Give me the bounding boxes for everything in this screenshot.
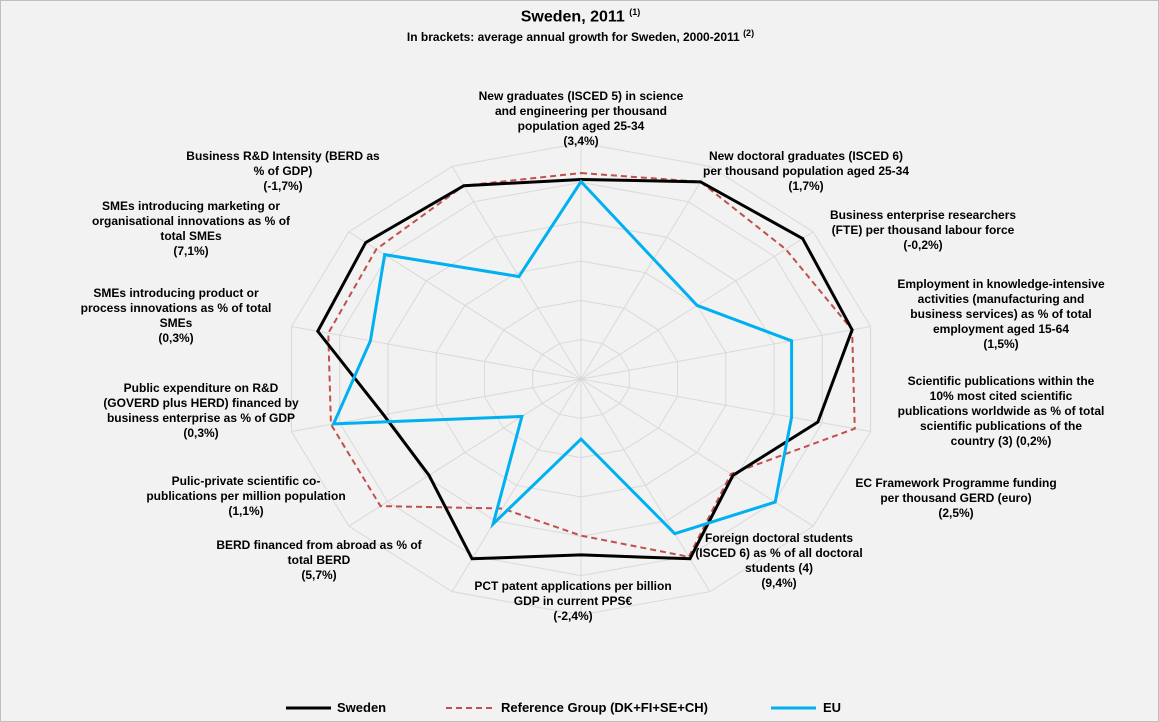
legend-label: Reference Group (DK+FI+SE+CH) xyxy=(501,700,708,715)
spoke xyxy=(580,378,711,592)
chart-title-block: Sweden, 2011 (1) xyxy=(1,7,1158,26)
spoke xyxy=(451,378,582,592)
axis-label: Scientific publications within the 10% m… xyxy=(897,374,1105,448)
spoke xyxy=(580,378,814,527)
series-line xyxy=(331,179,794,536)
spoke xyxy=(348,378,582,527)
axis-label: New graduates (ISCED 5) in science and e… xyxy=(478,89,684,148)
title-note: (1) xyxy=(629,7,641,17)
spoke xyxy=(451,166,582,380)
axis-label: PCT patent applications per billion GDP … xyxy=(474,579,672,623)
series-line xyxy=(315,177,854,561)
axis-label: Business R&D Intensity (BERD as % of GDP… xyxy=(186,149,380,193)
series-line xyxy=(327,172,856,558)
chart-title: Sweden, 2011 xyxy=(520,8,625,26)
axis-label: Foreign doctoral students (ISCED 6) as %… xyxy=(695,531,863,590)
spoke xyxy=(291,325,582,380)
axis-label: Pulic-private scientific co- publication… xyxy=(146,474,346,518)
spoke xyxy=(580,378,871,433)
axis-label: EC Framework Programme funding per thous… xyxy=(855,476,1057,520)
axis-label: SMEs introducing product or process inno… xyxy=(80,286,272,345)
axis-label: New doctoral graduates (ISCED 6) per tho… xyxy=(702,149,910,193)
legend-label: EU xyxy=(823,700,842,715)
legend-label: Sweden xyxy=(337,700,387,715)
axis-label: Business enterprise researchers (FTE) pe… xyxy=(829,208,1017,252)
spoke xyxy=(580,166,711,380)
axis-label: Public expenditure on R&D (GOVERD plus H… xyxy=(103,381,299,440)
subtitle-note: (2) xyxy=(743,28,755,38)
subtitle-block: In brackets: average annual growth for S… xyxy=(1,28,1158,44)
spoke xyxy=(580,325,871,380)
axis-label: Employment in knowledge-intensive activi… xyxy=(897,277,1105,351)
axis-label: BERD financed from abroad as % of total … xyxy=(216,538,422,582)
axis-label: SMEs introducing marketing or organisati… xyxy=(91,199,291,258)
subtitle: In brackets: average annual growth for S… xyxy=(406,30,740,44)
